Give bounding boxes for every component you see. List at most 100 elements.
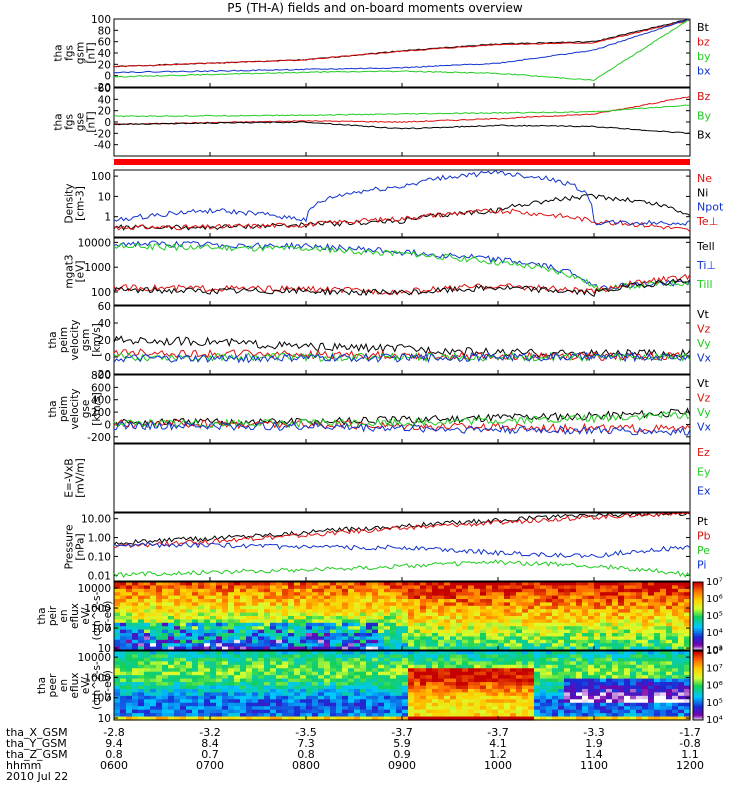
- heatmap-cell: [426, 688, 433, 693]
- heatmap-cell: [660, 661, 667, 666]
- heatmap-cell: [114, 616, 121, 620]
- heatmap-cell: [600, 688, 607, 693]
- heatmap-cell: [642, 629, 649, 634]
- heatmap-cell: [498, 654, 505, 659]
- heatmap-cell: [138, 688, 145, 693]
- heatmap-cell: [198, 585, 205, 590]
- heatmap-cell: [300, 588, 307, 593]
- heatmap-cell: [288, 592, 295, 597]
- heatmap-cell: [600, 582, 607, 586]
- heatmap-cell: [222, 622, 229, 627]
- heatmap-cell: [258, 651, 265, 656]
- heatmap-cell: [396, 639, 403, 644]
- heatmap-cell: [348, 671, 355, 676]
- orbit-value: 0.8: [105, 748, 123, 761]
- heatmap-cell: [498, 661, 505, 666]
- heatmap-cell: [648, 605, 655, 610]
- heatmap-cell: [660, 582, 667, 586]
- heatmap-cell: [342, 609, 349, 614]
- heatmap-cell: [198, 599, 205, 603]
- heatmap-cell: [354, 646, 361, 651]
- heatmap-cell: [600, 646, 607, 651]
- heatmap-cell: [246, 602, 253, 607]
- heatmap-cell: [438, 713, 445, 718]
- panel-frame: [113, 305, 691, 375]
- heatmap-cell: [306, 671, 313, 676]
- heatmap-cell: [156, 616, 163, 620]
- heatmap-cell: [360, 636, 367, 641]
- heatmap-cell: [318, 699, 325, 704]
- heatmap-cell: [354, 702, 361, 707]
- heatmap-cell: [138, 605, 145, 610]
- heatmap-cell: [156, 702, 163, 707]
- heatmap-cell: [192, 713, 199, 718]
- heatmap-cell: [186, 612, 193, 617]
- heatmap-cell: [570, 646, 577, 651]
- heatmap-cell: [492, 661, 499, 666]
- heatmap-cell: [318, 651, 325, 656]
- heatmap-cell: [126, 661, 133, 666]
- heatmap-cell: [480, 629, 487, 634]
- heatmap-cell: [420, 671, 427, 676]
- legend-label-Pe: Pe: [697, 544, 710, 557]
- heatmap-cell: [564, 657, 571, 662]
- heatmap-cell: [642, 585, 649, 590]
- heatmap-cell: [306, 685, 313, 690]
- heatmap-cell: [276, 716, 283, 721]
- heatmap-cell: [264, 695, 271, 700]
- legend-label-Bz: Bz: [697, 90, 711, 103]
- heatmap-cell: [150, 671, 157, 676]
- heatmap-cell: [606, 599, 613, 603]
- heatmap-cell: [612, 602, 619, 607]
- heatmap-cell: [162, 633, 169, 637]
- heatmap-cell: [396, 695, 403, 700]
- heatmap-cell: [408, 633, 415, 637]
- heatmap-cell: [162, 657, 169, 662]
- heatmap-cell: [648, 706, 655, 711]
- heatmap-cell: [282, 713, 289, 718]
- heatmap-cell: [174, 709, 181, 714]
- heatmap-cell: [414, 651, 421, 656]
- heatmap-cell: [198, 639, 205, 644]
- heatmap-cell: [306, 629, 313, 634]
- heatmap-cell: [276, 706, 283, 711]
- heatmap-cell: [318, 582, 325, 586]
- heatmap-cell: [564, 668, 571, 673]
- colorbar-swatch: [693, 610, 703, 614]
- heatmap-cell: [564, 678, 571, 683]
- heatmap-cell: [588, 682, 595, 687]
- heatmap-cell: [156, 706, 163, 711]
- heatmap-cell: [504, 699, 511, 704]
- heatmap-cell: [612, 636, 619, 641]
- heatmap-cell: [288, 639, 295, 644]
- heatmap-cell: [684, 633, 691, 637]
- heatmap-cell: [264, 626, 271, 631]
- heatmap-cell: [576, 629, 583, 634]
- heatmap-cell: [276, 636, 283, 641]
- heatmap-cell: [150, 654, 157, 659]
- heatmap-cell: [414, 668, 421, 673]
- heatmap-cell: [648, 685, 655, 690]
- heatmap-cell: [252, 678, 259, 683]
- heatmap-cell: [390, 661, 397, 666]
- heatmap-cell: [600, 654, 607, 659]
- colorbar-swatch: [693, 675, 703, 678]
- heatmap-cell: [474, 585, 481, 590]
- colorbar-swatch: [693, 639, 703, 642]
- heatmap-cell: [312, 661, 319, 666]
- heatmap-cell: [492, 664, 499, 669]
- heatmap-cell: [426, 605, 433, 610]
- heatmap-cell: [216, 657, 223, 662]
- heatmap-cell: [246, 622, 253, 627]
- heatmap-cell: [330, 612, 337, 617]
- heatmap-cell: [630, 695, 637, 700]
- heatmap-cell: [606, 682, 613, 687]
- legend-label-Vx: Vx: [697, 421, 712, 434]
- heatmap-cell: [672, 688, 679, 693]
- heatmap-cell: [246, 657, 253, 662]
- heatmap-cell: [150, 622, 157, 627]
- heatmap-cell: [480, 646, 487, 651]
- heatmap-cell: [300, 585, 307, 590]
- heatmap-cell: [534, 582, 541, 586]
- heatmap-cell: [672, 602, 679, 607]
